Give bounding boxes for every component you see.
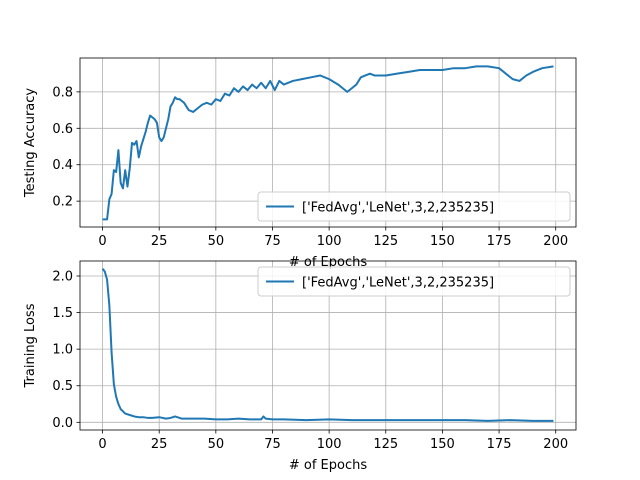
panel-1-xtick-label: 75 (264, 234, 281, 249)
panel-1-series-line-1 (102, 65, 554, 221)
panel-1-xtick-label: 175 (487, 234, 512, 249)
panel-1-ylabel: Testing Accuracy (23, 88, 38, 198)
panel-1-legend-box (257, 191, 571, 222)
panel-2-series-line-1 (101, 268, 554, 422)
panel-2-xtick-label: 75 (264, 437, 281, 452)
panel-1-ytick-label: 0.2 (52, 195, 73, 210)
panel-2-ytick-label: 2.0 (52, 269, 73, 284)
panel-2-ytick-label: 1.5 (52, 306, 73, 321)
panel-2-xtick-label: 25 (151, 437, 168, 452)
panel-1-ytick-label: 0.6 (52, 122, 73, 137)
panel-2-ytick-label: 0.0 (52, 416, 73, 431)
panel-2-ylabel: Training Loss (23, 303, 38, 388)
panel-1-xtick-label: 0 (98, 234, 106, 249)
panel-2-xtick-label: 50 (208, 437, 225, 452)
panel-1-xlabel: # of Epochs (289, 255, 367, 270)
panel-2-legend-box (257, 266, 571, 297)
panel-2-legend-label: ['FedAvg','LeNet',3,2,235235] (302, 276, 494, 291)
panel-1-xtick-label: 100 (317, 234, 342, 249)
panel-1-ytick-label: 0.4 (52, 158, 73, 173)
panel-2-xtick-label: 0 (98, 437, 106, 452)
panel-1-xtick-label: 50 (208, 234, 225, 249)
panel-2-xlabel: # of Epochs (289, 458, 367, 473)
panel-1-ytick-label: 0.8 (52, 85, 73, 100)
panel-2-ytick-label: 0.5 (52, 379, 73, 394)
panel-1-xtick-label: 25 (151, 234, 168, 249)
panel-2-xtick-label: 125 (373, 437, 398, 452)
panel-1-xtick-label: 200 (543, 234, 568, 249)
panel-1-axes-frame (79, 57, 577, 228)
panel-2-xtick-label: 175 (487, 437, 512, 452)
panel-2-xtick-label: 200 (543, 437, 568, 452)
panel-2-ytick-label: 1.0 (52, 343, 73, 358)
panel-1-xtick-label: 125 (373, 234, 398, 249)
panel-2-xtick-label: 150 (430, 437, 455, 452)
panel-2-axes-frame (79, 260, 577, 431)
panel-1-legend-label: ['FedAvg','LeNet',3,2,235235] (302, 201, 494, 216)
panel-2-xtick-label: 100 (317, 437, 342, 452)
panel-1-xtick-label: 150 (430, 234, 455, 249)
